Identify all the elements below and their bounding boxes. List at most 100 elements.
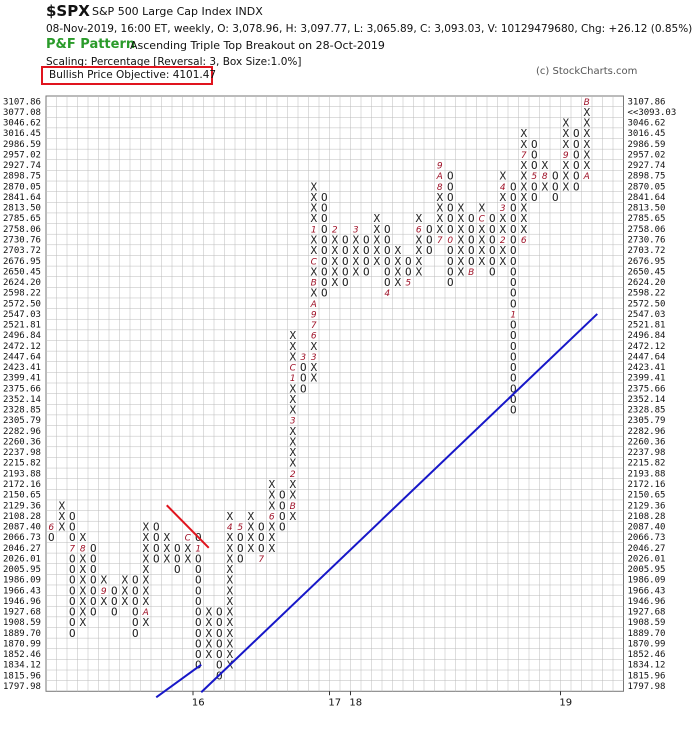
price-label-right: 2046.27	[628, 544, 666, 554]
x-box: X	[100, 595, 107, 608]
o-box: O	[510, 372, 517, 385]
o-box: O	[531, 159, 538, 172]
price-label-right: 2215.82	[628, 459, 666, 469]
o-box: O	[132, 606, 139, 619]
o-box: O	[279, 510, 286, 523]
support-trendline-long	[200, 313, 598, 694]
x-box: X	[79, 584, 86, 597]
o-box: O	[237, 542, 244, 555]
x-box: X	[478, 255, 485, 268]
price-label-right: 1927.68	[628, 608, 666, 618]
x-box: X	[310, 234, 317, 247]
x-box: X	[394, 265, 401, 278]
o-box: O	[447, 276, 454, 289]
o-box: O	[510, 265, 517, 278]
o-box: O	[363, 255, 370, 268]
o-box: O	[468, 223, 475, 236]
x-box: X	[142, 521, 149, 534]
x-box: X	[520, 180, 527, 193]
o-box: O	[552, 170, 559, 183]
price-label-left: 2237.98	[3, 448, 41, 458]
month-marker: 8	[437, 183, 443, 193]
price-label-right: 2572.50	[628, 299, 666, 309]
o-box: O	[321, 287, 328, 300]
price-label-right: 2986.59	[628, 140, 666, 150]
price-label-right: 2957.02	[628, 150, 666, 160]
month-marker: 7	[258, 555, 264, 565]
month-marker: A	[142, 608, 149, 618]
o-box: O	[468, 234, 475, 247]
x-box: X	[562, 138, 569, 151]
x-box: X	[58, 510, 65, 523]
x-box: X	[415, 212, 422, 225]
x-box: X	[79, 531, 86, 544]
price-label-right: 2496.84	[628, 331, 666, 341]
x-box: X	[310, 202, 317, 215]
x-box: X	[226, 595, 233, 608]
price-label-right: 1889.70	[628, 629, 666, 639]
price-label-left: 2087.40	[3, 523, 41, 533]
month-marker: 3	[300, 353, 306, 363]
x-box: X	[247, 510, 254, 523]
o-box: O	[279, 499, 286, 512]
price-label-right: 2730.76	[628, 236, 666, 246]
o-box: O	[510, 329, 517, 342]
x-box: X	[310, 287, 317, 300]
o-box: O	[321, 234, 328, 247]
o-box: O	[531, 148, 538, 161]
x-box: X	[310, 265, 317, 278]
x-box: X	[583, 138, 590, 151]
x-box: X	[499, 212, 506, 225]
price-label-right: 1852.46	[628, 650, 666, 660]
month-marker: 4	[227, 523, 233, 533]
o-box: O	[510, 382, 517, 395]
x-box: X	[289, 382, 296, 395]
o-box: O	[426, 244, 433, 257]
month-marker: 9	[563, 151, 569, 161]
x-box: X	[394, 276, 401, 289]
o-box: O	[573, 159, 580, 172]
month-marker: 4	[500, 183, 506, 193]
month-marker: 4	[384, 289, 390, 299]
o-box: O	[300, 372, 307, 385]
o-box: O	[237, 531, 244, 544]
price-label-left: 2352.14	[3, 395, 41, 405]
o-box: O	[69, 510, 76, 523]
o-box: O	[90, 606, 97, 619]
x-box: X	[268, 478, 275, 491]
x-box: X	[163, 542, 170, 555]
o-box: O	[195, 659, 202, 672]
x-box: X	[583, 159, 590, 172]
month-marker: 3	[353, 225, 359, 235]
x-box: X	[436, 212, 443, 225]
price-label-right: 2087.40	[628, 523, 666, 533]
x-box: X	[373, 244, 380, 257]
price-label-right: <<3093.03	[628, 108, 677, 118]
price-label-left: 3016.45	[3, 129, 41, 139]
o-box: O	[468, 255, 475, 268]
x-box: X	[142, 574, 149, 587]
x-box: X	[562, 180, 569, 193]
x-box: X	[562, 170, 569, 183]
x-box: X	[289, 489, 296, 502]
o-box: O	[426, 234, 433, 247]
o-box: O	[69, 552, 76, 565]
x-box: X	[415, 234, 422, 247]
month-marker: 5	[237, 523, 243, 533]
o-box: O	[384, 265, 391, 278]
o-box: O	[447, 180, 454, 193]
x-box: X	[58, 499, 65, 512]
o-box: O	[510, 350, 517, 363]
o-box: O	[384, 276, 391, 289]
year-label: 16	[192, 697, 205, 708]
o-box: O	[384, 244, 391, 257]
o-box: O	[426, 223, 433, 236]
scaling-info: Scaling: Percentage [Reversal: 3, Box Si…	[46, 56, 302, 68]
price-label-right: 3016.45	[628, 129, 666, 139]
price-label-left: 1815.96	[3, 671, 41, 681]
month-marker: 6	[311, 332, 317, 342]
o-box: O	[153, 552, 160, 565]
x-box: X	[331, 255, 338, 268]
o-box: O	[195, 648, 202, 661]
month-marker: A	[310, 300, 317, 310]
